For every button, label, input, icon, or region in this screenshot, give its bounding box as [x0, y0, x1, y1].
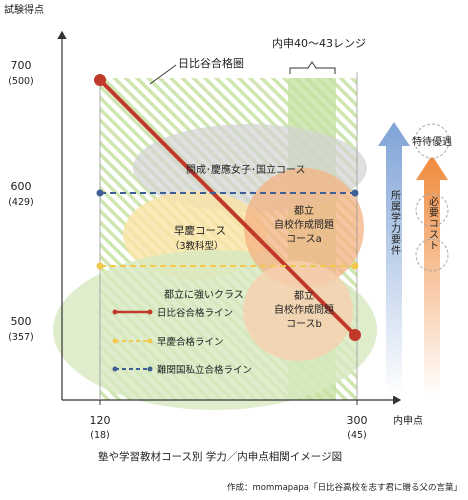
toritsu-a-line2: 自校作成問題 [274, 218, 334, 231]
dashed-circle-2 [415, 193, 449, 227]
toritsu-a-ellipse [244, 168, 364, 288]
diagram-caption: 塾や学習教材コース別 学力／内申点相関イメージ図 [98, 450, 342, 463]
legend-soukei-label: 早慶合格ライン [157, 336, 224, 348]
legend-nankan-dot-left [112, 366, 118, 372]
naishin-range-label: 内申40～43レンジ [272, 36, 366, 50]
x-tick-120-label: 120 [90, 414, 111, 427]
legend-hibiya-label: 日比谷合格ライン [157, 307, 233, 319]
x-tick-120-sub: (18) [90, 430, 110, 441]
x-tick-300-sub: (45) [347, 430, 367, 441]
y-tick-600-sub: (429) [8, 197, 34, 208]
dashed-circle-3 [415, 238, 449, 272]
legend-soukei-dot-left [112, 338, 118, 344]
x-axis-title: 内申点 [393, 414, 423, 427]
y-tick-700-sub: (500) [8, 76, 34, 87]
required-cost-arrow [416, 155, 448, 396]
required-cost-label: 必要コスト [427, 195, 439, 251]
legend [112, 309, 153, 372]
toritsu-a-line3: コースa [286, 234, 322, 245]
toritsu-b-line3: コースb [286, 319, 322, 330]
academic-requirement-arrow [378, 122, 410, 396]
tokutai-circle [414, 123, 450, 159]
legend-hibiya-dot-left [112, 309, 118, 315]
waseda-course-label: 早慶コース [174, 224, 226, 237]
hibiya-zone-callout-line [149, 64, 177, 85]
y-tick-500-sub: (357) [8, 332, 34, 343]
legend-nankan-dot-right [147, 366, 153, 372]
toritsu-b-line2: 自校作成問題 [274, 303, 334, 316]
x-tick-300-label: 300 [347, 414, 368, 427]
waseda-course-sub: （3教科型） [170, 240, 224, 252]
strong-class-label: 都立に強いクラス [164, 288, 244, 301]
toritsu-b-line1: 都立 [294, 289, 314, 302]
hibiya-zone-label: 日比谷合格圏 [178, 56, 244, 70]
y-axis-title: 試験得点 [4, 3, 44, 16]
hibiya-pass-line [98, 78, 357, 337]
kaisei-course-label: 開成･慶應女子･国立コース [186, 163, 306, 176]
legend-hibiya-dot-right [147, 309, 153, 315]
soukei-line-start-point [96, 262, 104, 270]
nankan-line-end-point [351, 189, 359, 197]
hibiya-line-start-point [94, 74, 106, 86]
tokutai-label: 特待優遇 [412, 135, 452, 148]
credit-text: 作成：mommapapa「日比谷高校を志す君に贈る父の言葉」 [227, 482, 462, 493]
toritsu-a-line1: 都立 [294, 204, 314, 217]
hibiya-line-end-point [349, 329, 361, 341]
toritsu-b-ellipse [243, 261, 353, 361]
soukei-line-end-point [351, 262, 359, 270]
y-tick-600: 600 [11, 180, 32, 193]
y-tick-700: 700 [11, 59, 32, 72]
nankan-line-start-point [96, 189, 104, 197]
y-tick-500: 500 [11, 315, 32, 328]
legend-nankan-label: 難関国私立合格ライン [157, 364, 252, 376]
legend-soukei-dot-right [147, 338, 153, 344]
naishin-range-bracket [289, 61, 336, 74]
academic-requirement-label: 所属学力要件 [389, 190, 401, 256]
